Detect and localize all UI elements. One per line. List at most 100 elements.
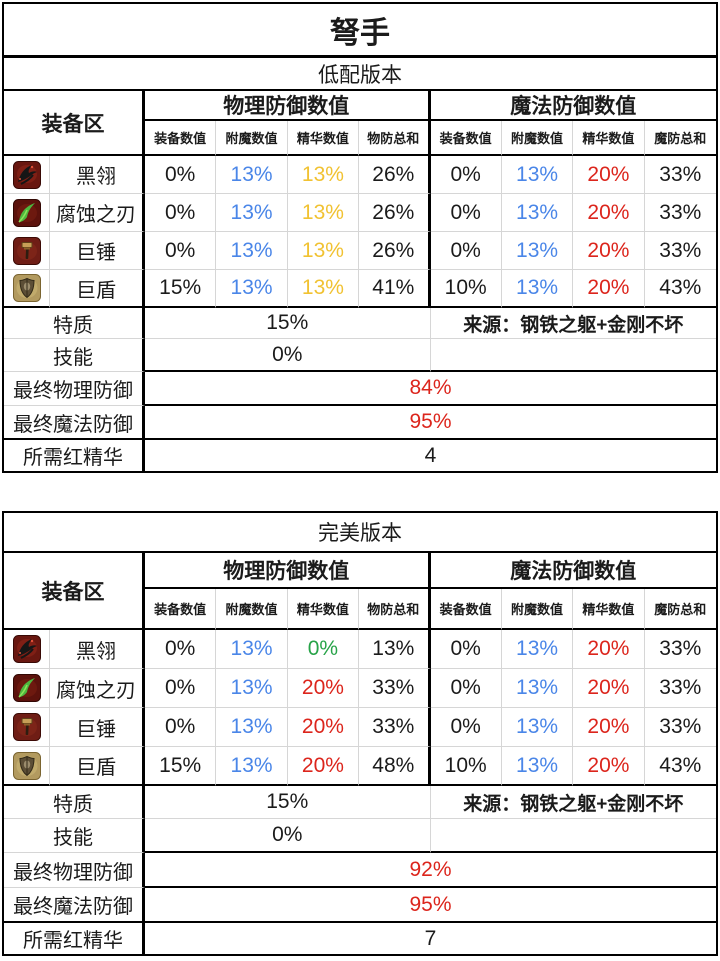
low-spec-table: 弩手 低配版本 装备区 物理防御数值 魔法防御数值 装备数值 附魔数值 精华数值… (2, 2, 718, 473)
giant-shield-icon (12, 751, 41, 780)
stat-cell: 0% (145, 708, 217, 747)
perfect-table: 完美版本 装备区 物理防御数值 魔法防御数值 装备数值 附魔数值 精华数值 物防… (2, 511, 718, 956)
magic-defense-header: 魔法防御数值 (430, 553, 716, 589)
stat-cell: 0% (430, 194, 502, 232)
final-magic-label: 最终魔法防御 (4, 406, 145, 440)
item-icon-cell (4, 630, 50, 669)
stat-cell: 13% (216, 232, 288, 270)
stat-cell: 13% (216, 630, 288, 669)
essence-label: 所需红精华 (4, 440, 145, 471)
stat-cell: 0% (430, 156, 502, 194)
stat-cell: 33% (359, 669, 431, 708)
col-header: 魔防总和 (644, 589, 716, 630)
item-name: 腐蚀之刃 (50, 669, 145, 708)
item-name: 黑翎 (50, 156, 145, 194)
physical-defense-header: 物理防御数值 (145, 553, 431, 589)
stat-cell: 13% (501, 747, 574, 786)
final-physical-label: 最终物理防御 (4, 853, 145, 888)
stat-cell: 13% (501, 156, 574, 194)
section-title-perfect: 完美版本 (4, 513, 716, 553)
empty-cell (430, 819, 716, 853)
item-icon-cell (4, 669, 50, 708)
trait-value: 15% (145, 308, 431, 339)
stat-cell: 20% (287, 669, 360, 708)
stat-cell: 0% (145, 156, 217, 194)
physical-defense-header: 物理防御数值 (145, 91, 431, 121)
col-header: 精华数值 (287, 121, 360, 156)
stat-cell: 13% (216, 270, 288, 308)
col-header: 物防总和 (359, 589, 431, 630)
stat-cell: 13% (501, 270, 574, 308)
section-gap (2, 473, 718, 511)
trait-source: 来源：钢铁之躯+金刚不坏 (430, 308, 716, 339)
stat-cell: 20% (573, 747, 645, 786)
trait-source: 来源：钢铁之躯+金刚不坏 (430, 786, 716, 819)
magic-defense-header: 魔法防御数值 (430, 91, 716, 121)
item-name: 巨盾 (50, 747, 145, 786)
empty-cell (430, 339, 716, 372)
essence-value: 7 (424, 926, 437, 950)
stat-cell: 33% (644, 708, 716, 747)
stat-cell: 20% (287, 708, 360, 747)
essence-label: 所需红精华 (4, 923, 145, 954)
col-header: 精华数值 (287, 589, 360, 630)
black-feather-icon (12, 160, 41, 189)
stat-cell: 13% (501, 232, 574, 270)
item-icon-cell (4, 708, 50, 747)
stat-cell: 20% (573, 156, 645, 194)
black-feather-icon (12, 635, 41, 663)
final-magic-label: 最终魔法防御 (4, 888, 145, 923)
stat-cell: 13% (501, 194, 574, 232)
item-icon-cell (4, 747, 50, 786)
col-header: 精华数值 (573, 121, 645, 156)
stat-cell: 33% (359, 708, 431, 747)
final-physical-value: 92% (145, 853, 716, 888)
trait-value: 15% (145, 786, 431, 819)
stat-cell: 13% (216, 194, 288, 232)
item-icon-cell (4, 194, 50, 232)
stat-cell: 33% (644, 156, 716, 194)
skill-label: 技能 (4, 819, 145, 853)
col-header: 装备数值 (430, 121, 502, 156)
stat-cell: 13% (287, 156, 360, 194)
col-header: 附魔数值 (216, 121, 288, 156)
stat-cell: 0% (430, 232, 502, 270)
stat-cell: 13% (216, 708, 288, 747)
corrosion-blade-icon (12, 674, 41, 702)
col-header: 附魔数值 (501, 589, 574, 630)
stat-cell: 0% (145, 194, 217, 232)
equipment-zone-header: 装备区 (4, 91, 145, 156)
final-physical-label: 最终物理防御 (4, 372, 145, 406)
stat-cell: 48% (359, 747, 431, 786)
skill-label: 技能 (4, 339, 145, 372)
stat-cell: 15% (145, 747, 217, 786)
corrosion-blade-icon (12, 198, 41, 227)
final-physical-value: 84% (145, 372, 716, 406)
stat-cell: 13% (501, 630, 574, 669)
stat-cell: 33% (644, 194, 716, 232)
item-name: 巨盾 (50, 270, 145, 308)
stat-cell: 0% (430, 630, 502, 669)
stat-cell: 33% (644, 669, 716, 708)
stat-cell: 41% (359, 270, 431, 308)
section-title-low-spec: 低配版本 (4, 58, 716, 91)
col-header: 装备数值 (145, 121, 217, 156)
col-header: 附魔数值 (216, 589, 288, 630)
stat-cell: 43% (644, 747, 716, 786)
stat-cell: 0% (287, 630, 360, 669)
item-name: 黑翎 (50, 630, 145, 669)
col-header: 魔防总和 (644, 121, 716, 156)
stat-cell: 20% (287, 747, 360, 786)
stat-cell: 33% (644, 232, 716, 270)
stat-cell: 13% (501, 708, 574, 747)
stat-cell: 20% (573, 630, 645, 669)
equipment-zone-header: 装备区 (4, 553, 145, 630)
item-name: 腐蚀之刃 (50, 194, 145, 232)
final-magic-value: 95% (145, 406, 716, 440)
stat-cell: 13% (359, 630, 431, 669)
stat-cell: 10% (430, 747, 502, 786)
col-header: 物防总和 (359, 121, 431, 156)
stat-cell: 13% (501, 669, 574, 708)
item-icon-cell (4, 232, 50, 270)
trait-label: 特质 (4, 786, 145, 819)
